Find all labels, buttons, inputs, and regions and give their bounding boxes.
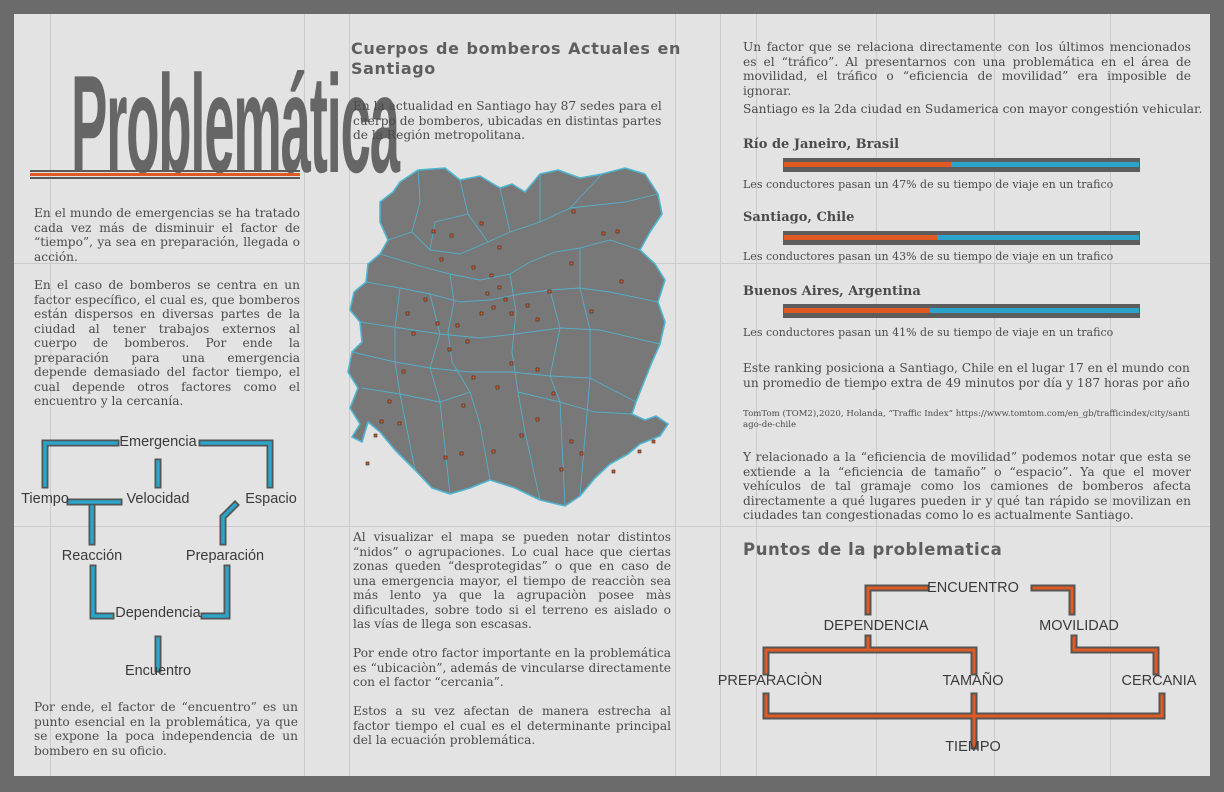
traffic-bar-buenos-aires xyxy=(783,304,1140,318)
congestion-paragraph: Santiago es la 2da ciudad en Sudamerica … xyxy=(743,102,1203,116)
node2-preparacion: PREPARACIÒN xyxy=(717,673,823,689)
poster-sheet: Problemática En el mundo de emergencias … xyxy=(14,14,1210,776)
traffic-bar-rio xyxy=(783,158,1140,172)
intro-paragraph: En el mundo de emergencias se ha tratado… xyxy=(34,206,300,264)
node2-tiempo: TIEMPO xyxy=(945,739,1001,755)
city-name-santiago: Santiago, Chile xyxy=(743,210,855,225)
node-espacio: Espacio xyxy=(245,491,297,507)
node-preparacion: Preparación xyxy=(185,548,265,564)
city-caption-buenos-aires: Les conductores pasan un 41% de su tiemp… xyxy=(743,326,1114,339)
node-reaccion: Reacción xyxy=(61,548,123,564)
node-emergencia: Emergencia xyxy=(119,434,197,450)
nidos-paragraph: Al visualizar el mapa se pueden notar di… xyxy=(353,530,671,631)
page-title: Problemática xyxy=(71,45,400,202)
node2-movilidad: MOVILIDAD xyxy=(1039,618,1119,634)
traffic-fill-2 xyxy=(784,308,930,313)
traffic-fill-1 xyxy=(784,235,937,240)
sedes-paragraph: En la actualidad en Santiago hay 87 sede… xyxy=(353,99,662,142)
ubicacion-paragraph: Por ende otro factor importante en la pr… xyxy=(353,646,671,689)
puntos-heading: Puntos de la problematica xyxy=(743,540,1003,559)
node2-tamano: TAMAÑO xyxy=(942,673,1004,689)
traffic-fill-0 xyxy=(784,162,951,167)
encuentro-paragraph: Por ende, el factor de “encuentro” es un… xyxy=(34,700,298,758)
node-tiempo: Tiempo xyxy=(21,491,69,507)
node2-encuentro: ENCUENTRO xyxy=(927,580,1019,596)
bomberos-paragraph: En el caso de bomberos se centra en un f… xyxy=(34,278,300,408)
title-underline-accent xyxy=(30,173,300,176)
factors-diagram xyxy=(41,439,274,673)
ranking-paragraph: Este ranking posiciona a Santiago, Chile… xyxy=(743,361,1190,390)
santiago-map xyxy=(347,167,669,507)
node-encuentro: Encuentro xyxy=(124,663,192,679)
source-citation: TomTom (TOM2),2020, Holanda, “Traffic In… xyxy=(743,409,1190,430)
tiempo-paragraph: Estos a su vez afectan de manera estrech… xyxy=(353,704,671,747)
city-caption-rio: Les conductores pasan un 47% de su tiemp… xyxy=(743,178,1114,191)
trafico-paragraph: Un factor que se relaciona directamente … xyxy=(743,40,1191,98)
node-velocidad: Velocidad xyxy=(126,491,190,507)
map-heading: Cuerpos de bomberos Actuales en Santiago xyxy=(351,39,681,78)
node2-cercania: CERCANIA xyxy=(1121,673,1197,689)
eficiencia-paragraph: Y relacionado a la “eficiencia de movili… xyxy=(743,450,1191,522)
city-name-rio: Río de Janeiro, Brasil xyxy=(743,137,900,152)
node2-dependencia: DEPENDENCIA xyxy=(823,618,929,634)
title-underline-top xyxy=(30,170,300,172)
traffic-bar-santiago xyxy=(783,231,1140,245)
city-caption-santiago: Les conductores pasan un 43% de su tiemp… xyxy=(743,250,1114,263)
node-dependencia: Dependencia xyxy=(115,605,201,621)
title-underline-bottom xyxy=(30,177,300,179)
city-name-buenos-aires: Buenos Aires, Argentina xyxy=(743,284,921,299)
puntos-diagram xyxy=(762,584,1166,750)
